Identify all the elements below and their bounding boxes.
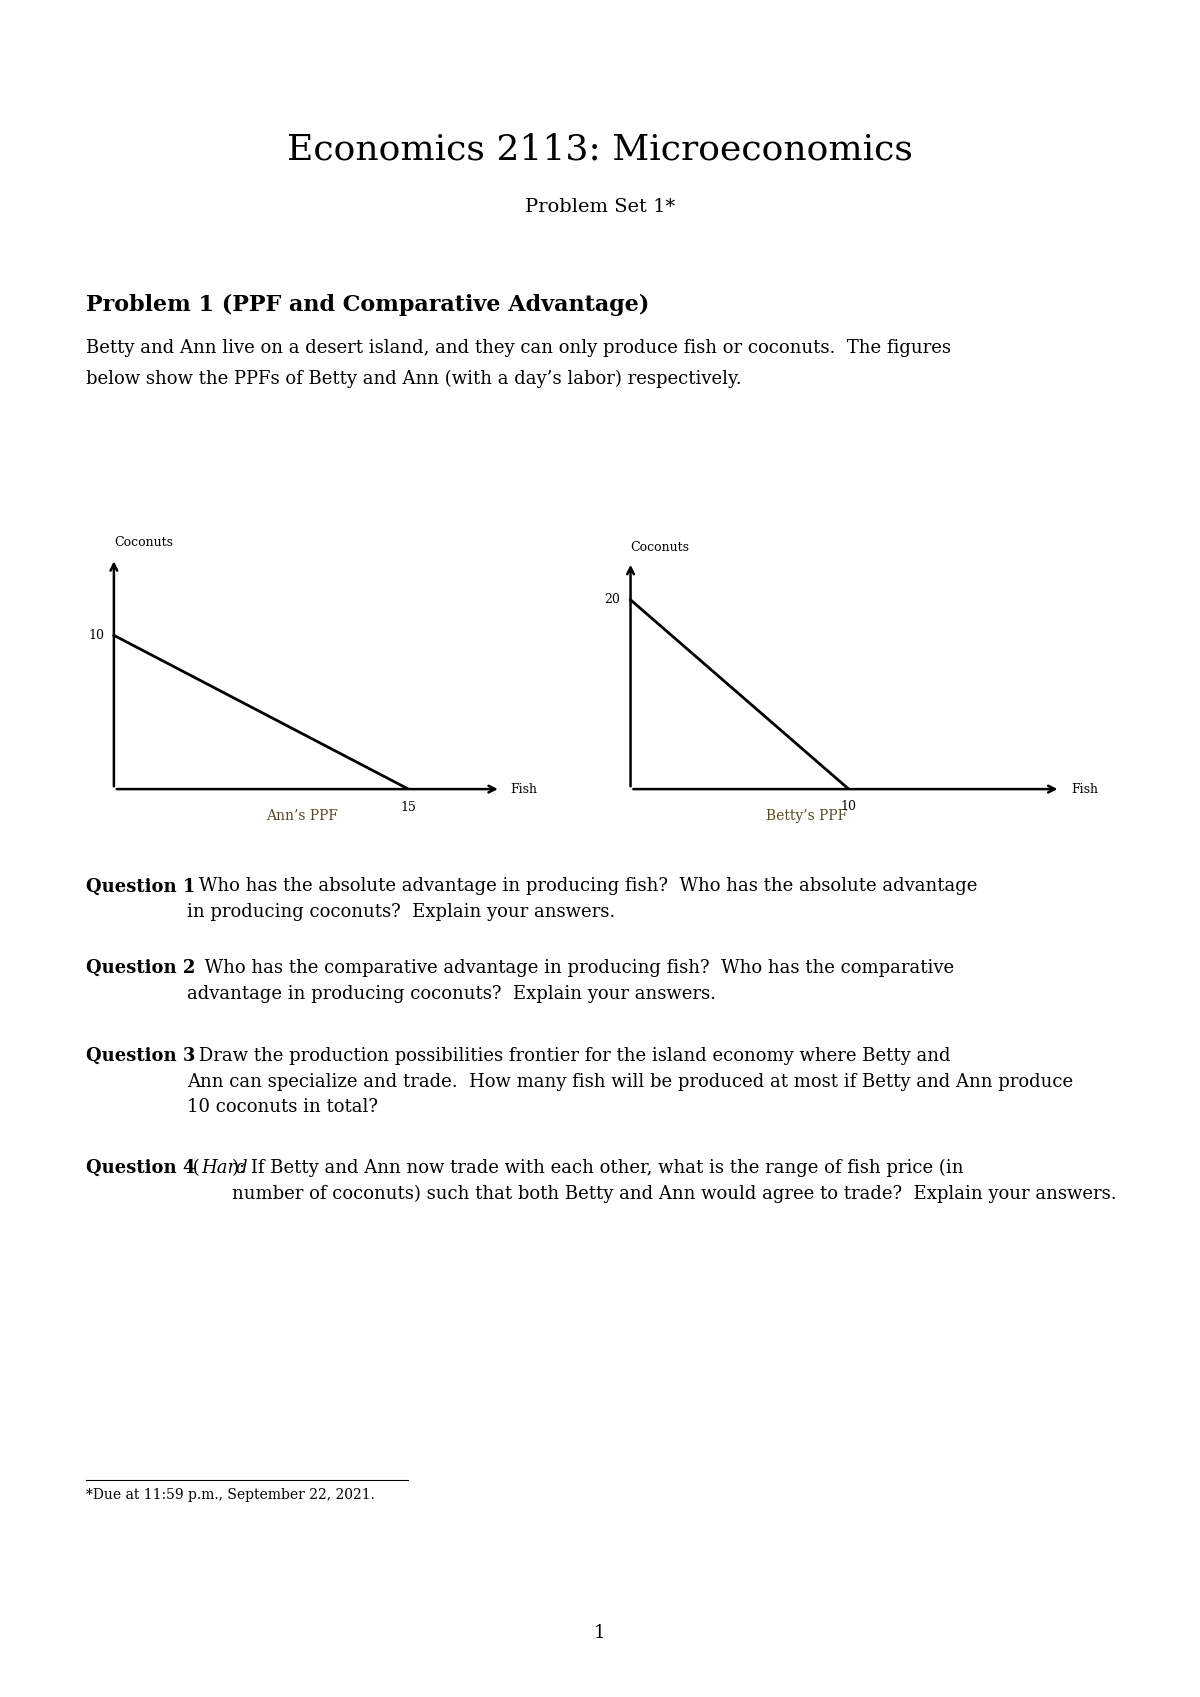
Text: 10: 10 [88,630,104,641]
Text: Problem 1 (PPF and Comparative Advantage): Problem 1 (PPF and Comparative Advantage… [86,294,649,316]
Text: 20: 20 [604,594,619,606]
Text: Question 2: Question 2 [86,959,196,977]
Text: Coconuts: Coconuts [114,536,173,550]
Text: Question 4: Question 4 [86,1159,196,1178]
Text: 15: 15 [401,801,416,815]
Text: Fish: Fish [510,782,538,796]
Text: : Who has the absolute advantage in producing fish?  Who has the absolute advant: : Who has the absolute advantage in prod… [187,877,978,921]
Text: :  Who has the comparative advantage in producing fish?  Who has the comparative: : Who has the comparative advantage in p… [187,959,954,1003]
Text: Question 1: Question 1 [86,877,196,896]
Text: (: ( [187,1159,200,1178]
Text: Question 3: Question 3 [86,1047,196,1066]
Text: 10: 10 [841,801,857,813]
Text: Coconuts: Coconuts [630,541,690,555]
Text: Fish: Fish [1072,782,1098,796]
Text: Problem Set 1*: Problem Set 1* [524,199,676,216]
Text: 1: 1 [594,1624,606,1641]
Text: : Draw the production possibilities frontier for the island economy where Betty : : Draw the production possibilities fron… [187,1047,1073,1117]
Text: Betty and Ann live on a desert island, and they can only produce fish or coconut: Betty and Ann live on a desert island, a… [86,339,952,358]
Text: Betty’s PPF: Betty’s PPF [766,809,847,823]
Text: Hard: Hard [200,1159,247,1178]
Text: Ann’s PPF: Ann’s PPF [266,809,338,823]
Text: ): If Betty and Ann now trade with each other, what is the range of fish price (: ): If Betty and Ann now trade with each … [233,1159,1117,1203]
Text: *Due at 11:59 p.m., September 22, 2021.: *Due at 11:59 p.m., September 22, 2021. [86,1488,376,1502]
Text: Economics 2113: Microeconomics: Economics 2113: Microeconomics [287,132,913,166]
Text: below show the PPFs of Betty and Ann (with a day’s labor) respectively.: below show the PPFs of Betty and Ann (wi… [86,370,742,389]
